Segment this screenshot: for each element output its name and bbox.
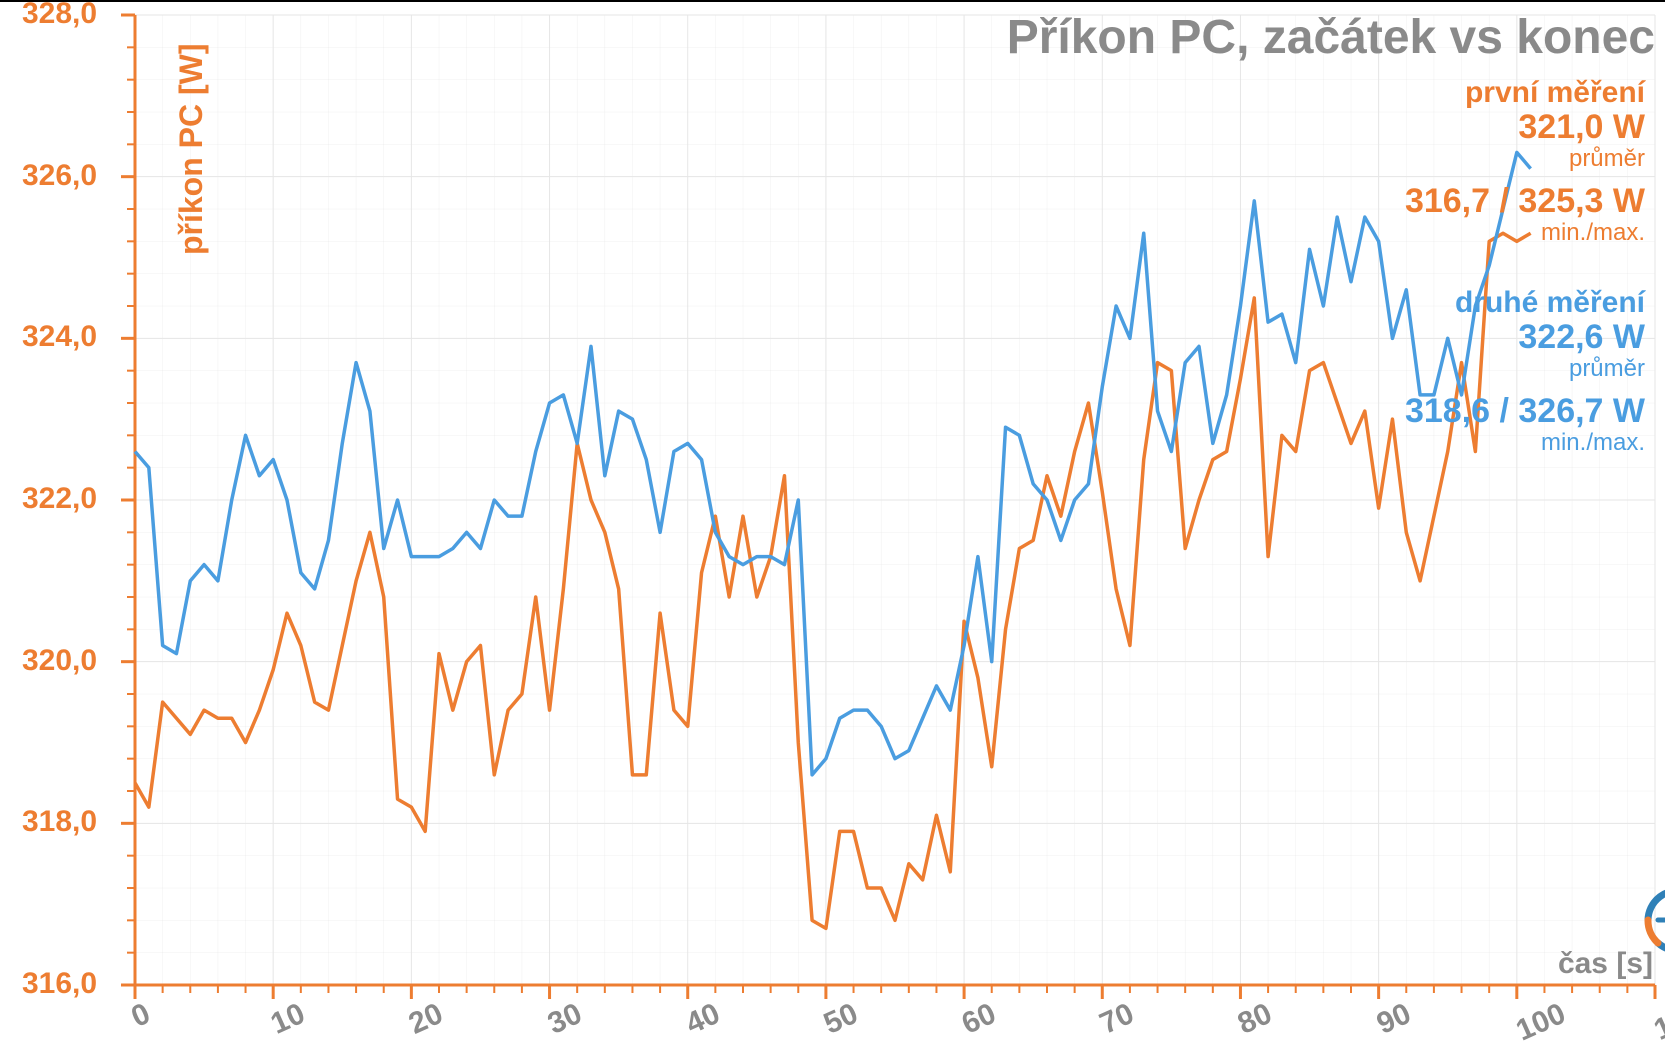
axis-tick-label: 328,0 [22, 0, 97, 31]
legend-series-1-avg-label: průměr [1405, 146, 1645, 172]
legend-series-1-range: 316,7 / 325,3 W [1405, 183, 1645, 220]
legend-series-1: první měření 321,0 W průměr 316,7 / 325,… [1405, 76, 1645, 247]
x-axis-label: čas [s] [1558, 947, 1653, 981]
chart-title: Příkon PC, začátek vs konec [1007, 10, 1655, 65]
clock-icon [1643, 885, 1665, 955]
axis-tick-label: 318,0 [22, 805, 97, 839]
legend-series-2-avg: 322,6 W [1405, 319, 1645, 356]
axis-tick-label: 326,0 [22, 159, 97, 193]
axis-tick-label: 320,0 [22, 644, 97, 678]
y-axis-label: příkon PC [W] [173, 43, 210, 255]
watermark-pc: PC [1661, 811, 1665, 873]
legend-series-2-avg-label: průměr [1405, 356, 1645, 382]
chart-container: Příkon PC, začátek vs konec příkon PC [W… [0, 0, 1665, 1058]
legend-series-2-title: druhé měření [1405, 286, 1645, 319]
legend-series-1-title: první měření [1405, 76, 1645, 109]
legend-series-2: druhé měření 322,6 W průměr 318,6 / 326,… [1405, 286, 1645, 457]
axis-tick-label: 322,0 [22, 482, 97, 516]
legend-series-2-range-label: min./max. [1405, 430, 1645, 456]
axis-tick-label: 316,0 [22, 967, 97, 1001]
legend-series-1-avg: 321,0 W [1405, 109, 1645, 146]
legend-series-1-range-label: min./max. [1405, 220, 1645, 246]
axis-tick-label: 324,0 [22, 320, 97, 354]
legend-series-2-range: 318,6 / 326,7 W [1405, 393, 1645, 430]
pctuning-watermark: PCtuning [1643, 677, 1665, 955]
watermark-tuning: tuning [1661, 677, 1665, 812]
